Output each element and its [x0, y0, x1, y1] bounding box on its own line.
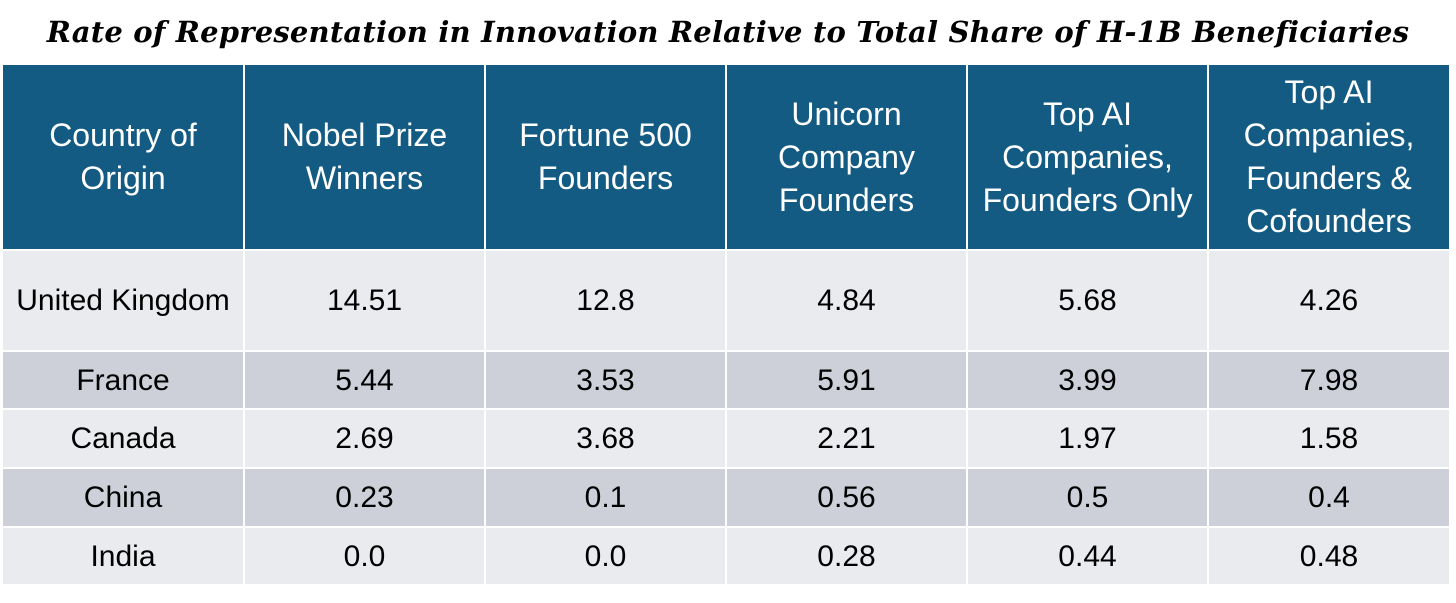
header-unicorn-company-founders: Unicorn Company Founders	[725, 65, 967, 251]
header-row: Country of Origin Nobel Prize Winners Fo…	[3, 65, 1449, 251]
data-table: Country of Origin Nobel Prize Winners Fo…	[3, 65, 1449, 584]
table-row: China 0.23 0.1 0.56 0.5 0.4	[3, 467, 1449, 527]
value-cell: 0.44	[966, 526, 1208, 584]
value-cell: 0.56	[725, 467, 967, 527]
table-row: Canada 2.69 3.68 2.21 1.97 1.58	[3, 408, 1449, 468]
value-cell: 4.84	[725, 249, 967, 351]
value-cell: 0.28	[725, 526, 967, 584]
value-cell: 0.0	[484, 526, 726, 584]
value-cell: 0.4	[1207, 467, 1449, 527]
value-cell: 0.23	[243, 467, 485, 527]
value-cell: 2.21	[725, 408, 967, 468]
header-top-ai-founders-only: Top AI Companies, Founders Only	[966, 65, 1208, 251]
row-label-cell: Canada	[3, 408, 244, 468]
value-cell: 7.98	[1207, 350, 1449, 409]
header-country-of-origin: Country of Origin	[3, 65, 244, 251]
value-cell: 0.1	[484, 467, 726, 527]
value-cell: 0.5	[966, 467, 1208, 527]
table-row: India 0.0 0.0 0.28 0.44 0.48	[3, 526, 1449, 584]
value-cell: 2.69	[243, 408, 485, 468]
row-label-cell: United Kingdom	[3, 249, 244, 351]
row-label-cell: China	[3, 467, 244, 527]
header-nobel-prize-winners: Nobel Prize Winners	[243, 65, 485, 251]
value-cell: 4.26	[1207, 249, 1449, 351]
value-cell: 0.0	[243, 526, 485, 584]
header-fortune-500-founders: Fortune 500 Founders	[484, 65, 726, 251]
value-cell: 1.58	[1207, 408, 1449, 468]
value-cell: 5.44	[243, 350, 485, 409]
value-cell: 5.68	[966, 249, 1208, 351]
row-label-cell: India	[3, 526, 244, 584]
value-cell: 3.68	[484, 408, 726, 468]
value-cell: 12.8	[484, 249, 726, 351]
value-cell: 3.53	[484, 350, 726, 409]
value-cell: 1.97	[966, 408, 1208, 468]
value-cell: 0.48	[1207, 526, 1449, 584]
value-cell: 3.99	[966, 350, 1208, 409]
table-row: United Kingdom 14.51 12.8 4.84 5.68 4.26	[3, 249, 1449, 351]
data-table-container: Country of Origin Nobel Prize Winners Fo…	[3, 65, 1449, 584]
row-label-cell: France	[3, 350, 244, 409]
value-cell: 14.51	[243, 249, 485, 351]
value-cell: 5.91	[725, 350, 967, 409]
table-row: France 5.44 3.53 5.91 3.99 7.98	[3, 350, 1449, 409]
header-top-ai-founders-cofounders: Top AI Companies, Founders & Cofounders	[1207, 65, 1449, 251]
table-title: Rate of Representation in Innovation Rel…	[46, 15, 1410, 49]
